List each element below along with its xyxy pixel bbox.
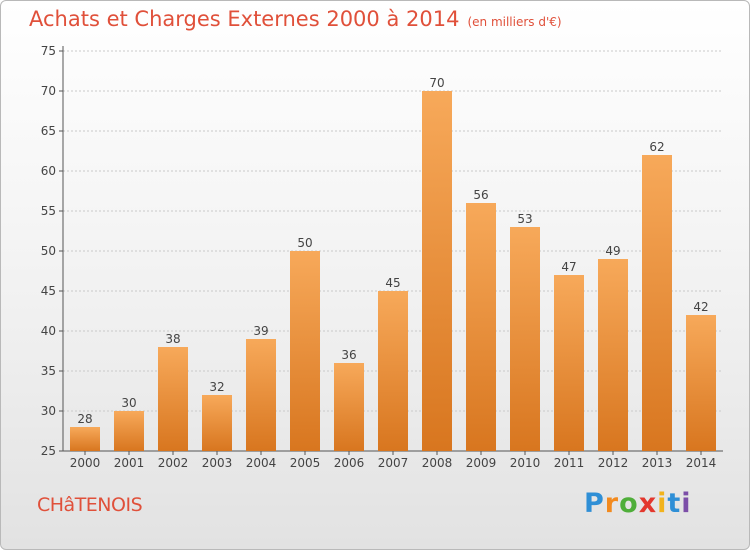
logo-letter: r xyxy=(604,488,620,519)
value-label: 32 xyxy=(209,380,224,394)
value-label: 36 xyxy=(341,348,356,362)
location-label: CHâTENOIS xyxy=(37,494,143,516)
bar-2007 xyxy=(378,291,408,451)
value-label: 38 xyxy=(165,332,180,346)
x-tick-label: 2013 xyxy=(642,456,673,470)
value-label: 62 xyxy=(649,140,664,154)
y-tick-label: 55 xyxy=(41,204,56,218)
value-label: 70 xyxy=(429,76,444,90)
logo-letter: i xyxy=(681,488,692,519)
y-tick-label: 65 xyxy=(41,124,56,138)
y-tick-label: 45 xyxy=(41,284,56,298)
bar-2000 xyxy=(70,427,100,451)
y-tick-label: 30 xyxy=(41,404,56,418)
logo-letter: o xyxy=(619,488,639,519)
logo-letter: i xyxy=(657,488,668,519)
x-tick-label: 2000 xyxy=(70,456,101,470)
x-tick-label: 2001 xyxy=(114,456,145,470)
value-label: 28 xyxy=(77,412,92,426)
value-label: 49 xyxy=(605,244,620,258)
value-label: 53 xyxy=(517,212,532,226)
bar-2005 xyxy=(290,251,320,451)
value-label: 30 xyxy=(121,396,136,410)
value-label: 56 xyxy=(473,188,488,202)
x-tick-label: 2014 xyxy=(686,456,717,470)
bar-2010 xyxy=(510,227,540,451)
x-tick-label: 2006 xyxy=(334,456,365,470)
y-tick-label: 75 xyxy=(41,44,56,58)
y-tick-label: 35 xyxy=(41,364,56,378)
y-tick-label: 60 xyxy=(41,164,56,178)
x-tick-label: 2011 xyxy=(554,456,585,470)
y-tick-label: 50 xyxy=(41,244,56,258)
bar-2001 xyxy=(114,411,144,451)
y-tick-label: 70 xyxy=(41,84,56,98)
unit-subtitle: (en milliers d'€) xyxy=(467,15,562,29)
x-tick-label: 2007 xyxy=(378,456,409,470)
bar-2002 xyxy=(158,347,188,451)
x-tick-label: 2010 xyxy=(510,456,541,470)
bar-2014 xyxy=(686,315,716,451)
x-tick-label: 2009 xyxy=(466,456,497,470)
bar-2012 xyxy=(598,259,628,451)
x-tick-label: 2008 xyxy=(422,456,453,470)
bars xyxy=(70,91,716,451)
logo-letter: x xyxy=(638,488,658,519)
x-tick-label: 2003 xyxy=(202,456,233,470)
bar-2013 xyxy=(642,155,672,451)
x-tick-label: 2012 xyxy=(598,456,629,470)
bar-2003 xyxy=(202,395,232,451)
bar-2004 xyxy=(246,339,276,451)
chart-title: Achats et Charges Externes 2000 à 2014 (e… xyxy=(29,7,562,31)
bar-2009 xyxy=(466,203,496,451)
x-tick-label: 2005 xyxy=(290,456,321,470)
logo-letter: P xyxy=(584,488,605,519)
x-tick-label: 2002 xyxy=(158,456,189,470)
value-label: 50 xyxy=(297,236,312,250)
bar-2011 xyxy=(554,275,584,451)
value-label: 45 xyxy=(385,276,400,290)
y-tick-label: 25 xyxy=(41,444,56,458)
x-tick-label: 2004 xyxy=(246,456,277,470)
value-label: 39 xyxy=(253,324,268,338)
value-label: 42 xyxy=(693,300,708,314)
bar-2008 xyxy=(422,91,452,451)
y-tick-label: 40 xyxy=(41,324,56,338)
value-label: 47 xyxy=(561,260,576,274)
labels: 25 30 35 40 45 50 55 60 65 70 75 28 2000 30 2001 38 2002… xyxy=(41,44,717,470)
title-text: Achats et Charges Externes 2000 à 2014 xyxy=(29,7,460,31)
logo-letter: t xyxy=(667,488,682,519)
bar-2006 xyxy=(334,363,364,451)
proxiti-logo: Proxiti xyxy=(584,488,692,519)
